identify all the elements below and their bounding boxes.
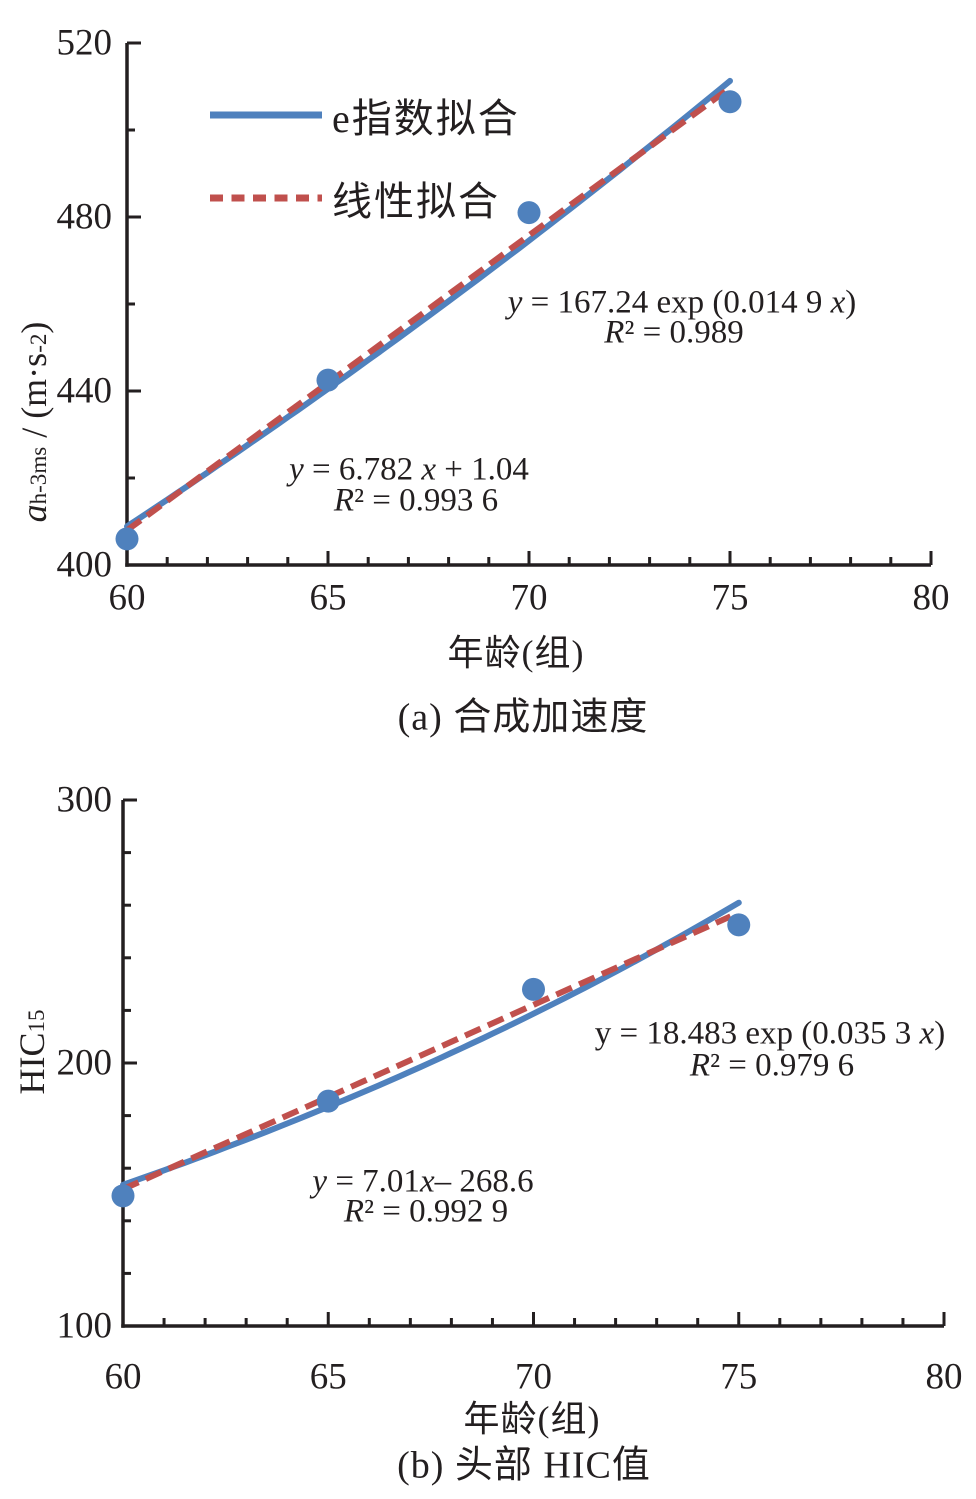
chart-a-x-tick-label: 80: [912, 577, 950, 619]
chart-b-x-tick-label: 70: [515, 1356, 552, 1398]
legend-item-linear-fit-label: 线性拟合: [332, 179, 500, 224]
chart-b-y-tick-label: 200: [56, 1042, 113, 1084]
chart-a-y-tick-label: 400: [56, 544, 113, 586]
chart-b-exp-fit-equation-line1: y = 18.483 exp (0.035 3 x): [594, 1015, 946, 1052]
chart-b-linear-fit-line: [121, 913, 732, 1192]
chart-b-x-tick-label: 60: [104, 1356, 142, 1398]
legend-item-exp-fit-label: e指数拟合: [332, 96, 520, 141]
chart-a-x-tick-label: 75: [711, 577, 749, 619]
chart-a-caption: (a) 合成加速度: [397, 696, 649, 739]
chart-a-linear-fit-equation-line1: y = 6.782 x + 1.04: [289, 451, 529, 488]
chart-a-data-point: [718, 90, 742, 114]
chart-a-x-tick-label: 70: [510, 577, 548, 619]
chart-b-caption: (b) 头部 HIC值: [397, 1444, 651, 1487]
chart-a-y-tick-label: 440: [56, 370, 113, 412]
chart-b-data-point: [316, 1089, 340, 1113]
chart-a-data-point: [517, 201, 541, 225]
chart-a-y-tick-label: 480: [56, 196, 113, 238]
chart-a-y-tick-label: 520: [56, 22, 113, 64]
chart-b-x-tick-label: 75: [720, 1356, 758, 1398]
chart-a-data-point: [316, 368, 340, 392]
chart-b-y-tick-label: 300: [56, 779, 113, 821]
chart-a-x-tick-label: 65: [309, 577, 347, 619]
chart-a-exp-fit-equation-line1: y = 167.24 exp (0.014 9 x): [507, 284, 857, 321]
chart-b-linear-fit-equation-line2: R² = 0.992 9: [343, 1193, 509, 1230]
chart-a-exp-fit-line: [124, 77, 733, 530]
chart-a-y-axis-label: ah-3ms / (m·s-2): [14, 321, 54, 523]
chart-a-x-tick-label: 60: [108, 577, 146, 619]
chart-a-data-point: [115, 527, 139, 551]
chart-a-linear-fit-equation-line2: R² = 0.993 6: [333, 482, 499, 519]
chart-b-linear-fit-equation-line1: y = 7.01x– 268.6: [312, 1163, 534, 1200]
chart-b-x-tick-label: 65: [309, 1356, 347, 1398]
chart-b-data-point: [727, 913, 751, 937]
chart-a-x-axis-label: 年龄(组): [447, 633, 585, 673]
chart-a-exp-fit-equation-line2: R² = 0.989: [604, 314, 744, 351]
chart-b-data-point: [111, 1184, 135, 1208]
chart-b-x-tick-label: 80: [925, 1356, 963, 1398]
chart-b-x-axis-label: 年龄(组): [463, 1399, 601, 1439]
chart-b-exp-fit-equation-line2: R² = 0.979 6: [689, 1047, 855, 1084]
chart-b-data-point: [522, 977, 545, 1001]
chart-b-y-tick-label: 100: [56, 1305, 113, 1347]
